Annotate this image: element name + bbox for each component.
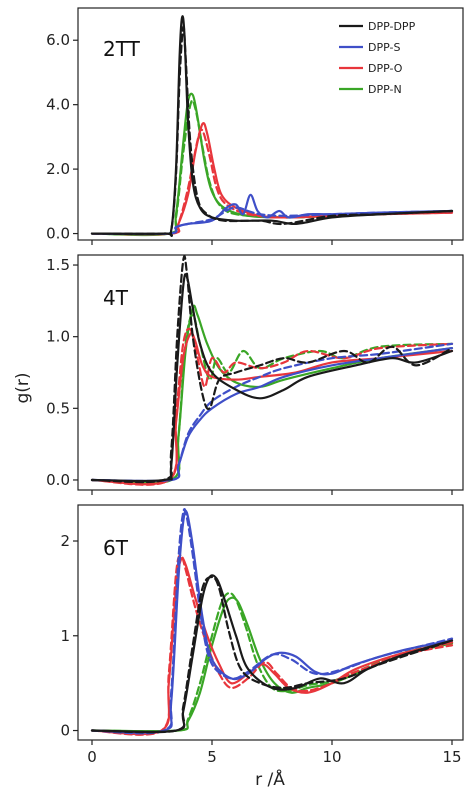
series-dpp-o-dashed <box>90 554 454 736</box>
y-tick-label: 0.0 <box>46 471 70 489</box>
y-tick-label: 1 <box>60 627 70 645</box>
series-dpp-s-dashed <box>90 507 454 735</box>
panel-frame <box>77 504 464 741</box>
legend: DPP-DPP DPP-S DPP-O DPP-N <box>339 20 416 96</box>
y-tick-label: 0.5 <box>46 399 70 417</box>
x-tick-label: 0 <box>87 748 97 766</box>
legend-entry: DPP-S <box>368 41 400 54</box>
series-dpp-o-dashed <box>90 327 454 486</box>
panel-frame <box>77 7 464 241</box>
panel-label: 4T <box>103 286 129 310</box>
series-dpp-o-solid <box>90 556 454 736</box>
panel-label: 2TT <box>103 37 141 61</box>
series-dpp-n-solid <box>90 596 454 733</box>
series-dpp-n-dashed <box>90 314 454 485</box>
legend-entry: DPP-N <box>368 83 402 96</box>
series-dpp-dpp-dashed <box>90 575 454 734</box>
y-axis-label: g(r) <box>13 372 33 403</box>
series-dpp-s-dashed <box>90 206 454 236</box>
series-dpp-s-solid <box>90 347 454 483</box>
series-group <box>90 255 454 486</box>
x-tick-label: 15 <box>442 748 461 766</box>
y-tick-label: 2.0 <box>46 160 70 178</box>
y-tick-label: 4.0 <box>46 96 70 114</box>
series-dpp-dpp-dashed <box>90 255 454 484</box>
y-tick-label: 1.0 <box>46 328 70 346</box>
series-dpp-s-dashed <box>90 342 454 483</box>
panel-6t: 0 1 2 0 5 10 15 6T <box>60 504 464 766</box>
panel-4t: 0.0 0.5 1.0 1.5 4T <box>46 254 464 495</box>
series-dpp-n-dashed <box>90 591 454 733</box>
panels: 0.02.04.06.0 2TTDPP-DPPDPP-SDPP-ODPP-N0.0… <box>46 7 464 766</box>
series-dpp-s-solid <box>90 509 454 734</box>
y-tick-label: 0.0 <box>46 225 70 243</box>
y-tick-label: 6.0 <box>46 31 70 49</box>
legend-entry: DPP-O <box>368 62 403 75</box>
panel-2tt: 0.0 2.0 4.0 6.0 2TT DPP-DPP DPP-S DPP-O DPP-N <box>46 7 464 245</box>
x-tick-label: 5 <box>207 748 217 766</box>
panel-label: 6T <box>103 536 129 560</box>
y-tick-label: 0 <box>60 722 70 740</box>
panel-frame <box>77 254 464 491</box>
legend-entry: DPP-DPP <box>368 20 416 33</box>
series-group <box>90 507 454 736</box>
series-dpp-dpp-dashed <box>90 25 454 237</box>
series-group <box>90 15 454 238</box>
x-tick-label: 10 <box>322 748 341 766</box>
y-tick-label: 2 <box>60 532 70 550</box>
series-dpp-o-dashed <box>90 128 454 236</box>
x-axis-label: r /Å <box>255 768 285 790</box>
series-dpp-dpp-solid <box>90 273 454 483</box>
y-tick-label: 1.5 <box>46 256 70 274</box>
